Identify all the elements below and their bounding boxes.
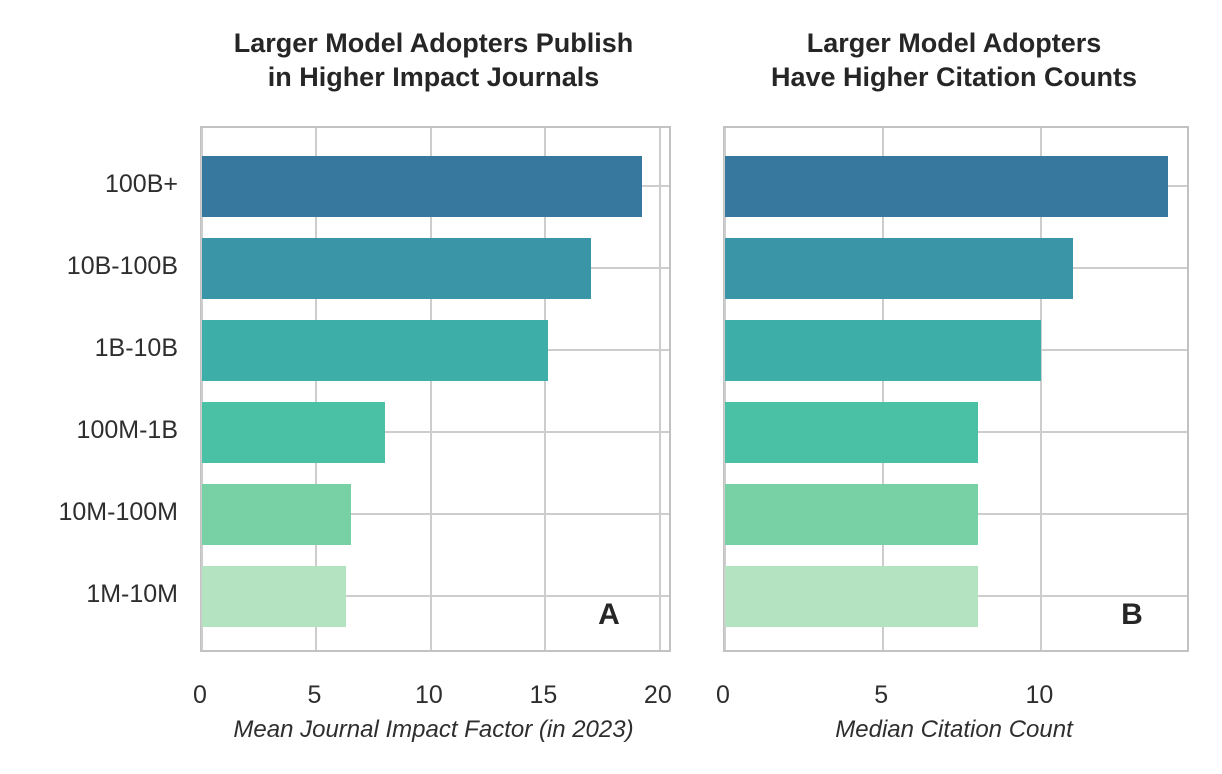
x-tick-label: 20 (643, 681, 672, 709)
y-category-label-1B-10B: 1B-10B (94, 334, 178, 362)
panel-b-title-line2: Have Higher Citation Counts (770, 62, 1138, 92)
x-tick-label: 0 (193, 681, 207, 709)
bar-10B-100B (202, 237, 591, 299)
bar-1M-10M (202, 565, 346, 627)
x-gridline (544, 128, 546, 650)
x-gridline (882, 128, 884, 650)
panel-b-title-line1: Larger Model Adopters (806, 28, 1102, 58)
bar-100M-1B (202, 401, 385, 463)
x-tick-label: 5 (874, 681, 889, 709)
x-gridline (315, 128, 317, 650)
x-tick-label: 15 (529, 681, 558, 709)
panel-b-title: Larger Model Adopters Have Higher Citati… (634, 26, 1222, 94)
panel-a-title: Larger Model Adopters Publish in Higher … (114, 26, 754, 94)
x-tick-label: 5 (307, 681, 322, 709)
y-gridline (202, 431, 669, 433)
y-gridline (202, 595, 669, 597)
bar-10M-100M (202, 483, 351, 545)
x-gridline (201, 128, 203, 650)
y-category-label-1M-10M: 1M-10M (86, 580, 178, 608)
panel-b-xaxis-label: Median Citation Count (835, 716, 1073, 743)
panel-b-letter: B (1121, 598, 1143, 631)
bar-10B-100B (725, 237, 1073, 299)
panel-a-plot-area: A (200, 126, 671, 652)
bar-100B+ (202, 155, 642, 217)
panel-b-plot-area: B (723, 126, 1189, 652)
y-category-label-10B-100B: 10B-100B (66, 252, 178, 280)
y-category-label-100M-1B: 100M-1B (76, 416, 178, 444)
bar-1M-10M (725, 565, 978, 627)
bar-1B-10B (725, 319, 1041, 381)
bar-100M-1B (725, 401, 978, 463)
panel-a-letter: A (598, 598, 620, 631)
y-category-label-10M-100M: 10M-100M (58, 498, 179, 526)
bar-100B+ (725, 155, 1168, 217)
panel-a-title-line1: Larger Model Adopters Publish (233, 28, 634, 58)
bar-1B-10B (202, 319, 548, 381)
x-gridline (659, 128, 661, 650)
bar-10M-100M (725, 483, 978, 545)
y-category-label-100B+: 100B+ (105, 170, 178, 198)
x-gridline (1040, 128, 1042, 650)
x-tick-label: 10 (415, 681, 443, 709)
x-tick-label: 0 (716, 681, 730, 709)
x-gridline (430, 128, 432, 650)
x-tick-label: 10 (1025, 681, 1054, 709)
x-gridline (724, 128, 726, 650)
panel-a-xaxis-label: Mean Journal Impact Factor (in 2023) (233, 716, 634, 743)
y-gridline (202, 513, 669, 515)
panel-a-title-line2: in Higher Impact Journals (267, 62, 600, 92)
